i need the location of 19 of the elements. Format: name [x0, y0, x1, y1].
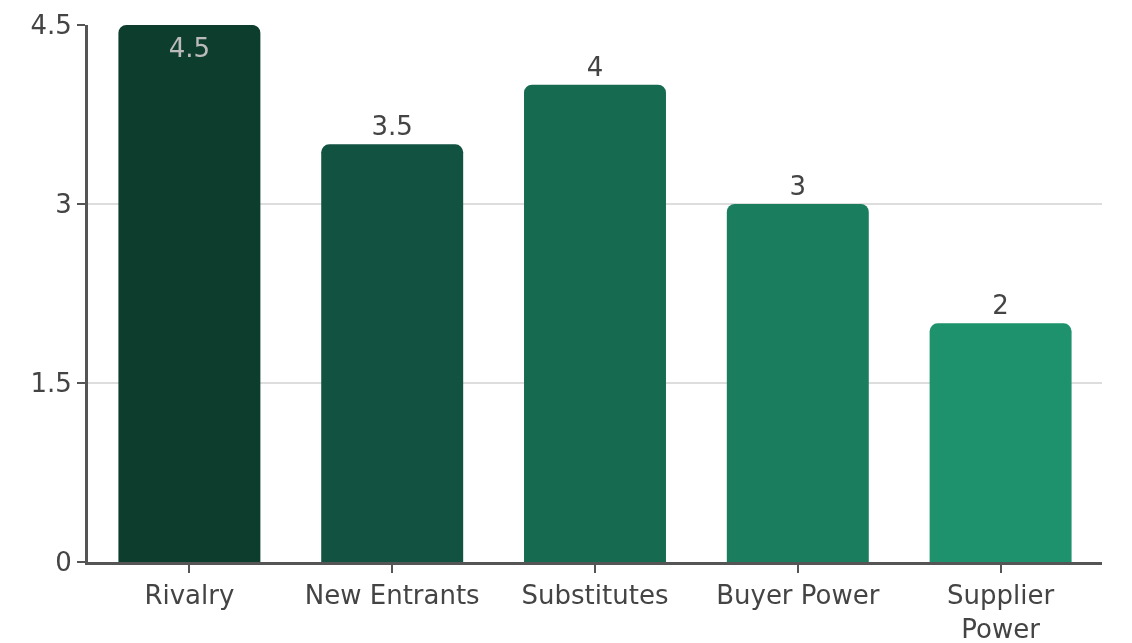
y-tick-label: 4.5 [30, 10, 72, 41]
y-tick-label: 0 [55, 547, 72, 578]
bar [726, 204, 869, 562]
x-tick-label: Substitutes [521, 580, 669, 611]
data-label: 3.5 [371, 111, 413, 142]
bar [118, 25, 261, 562]
x-tick-label: Supplier Power [947, 580, 1055, 643]
x-tick-label: Buyer Power [716, 580, 880, 611]
data-label: 4.5 [168, 33, 211, 63]
data-label: 3 [789, 171, 807, 201]
bar [929, 323, 1072, 562]
x-tick-label: Rivalry [144, 580, 235, 611]
x-tick-label: New Entrants [304, 580, 480, 611]
data-label: 4 [586, 51, 604, 82]
bar [524, 84, 666, 562]
data-label: 2 [992, 290, 1009, 321]
y-tick-label: 3 [55, 189, 72, 220]
y-tick-label: 1.5 [30, 368, 72, 399]
bar [321, 144, 464, 562]
